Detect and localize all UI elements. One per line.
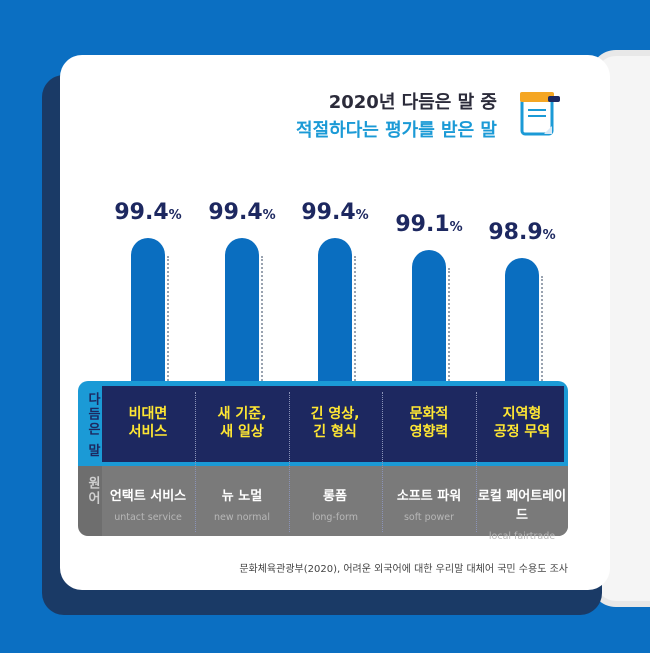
bar-2 — [225, 238, 259, 381]
original-term-english: new normal — [214, 512, 270, 523]
original-term-english: untact service — [114, 512, 182, 523]
original-term-5: 로컬 페어트레이드 local fairtrade — [476, 485, 568, 542]
bar-value-label-3: 99.4% — [290, 200, 380, 225]
refined-term-line2: 새 일상 — [220, 424, 264, 440]
original-term-korean: 로컬 페어트레이드 — [477, 489, 567, 523]
column-divider — [195, 392, 196, 532]
column-divider — [288, 392, 290, 532]
refined-term-2: 새 기준, 새 일상 — [196, 405, 288, 441]
original-term-4: 소프트 파워 soft power — [383, 485, 475, 523]
bar-value-unit: % — [449, 220, 463, 235]
bar-value-number: 99.4 — [301, 200, 356, 225]
row-label-original: 원어 — [85, 476, 100, 506]
bar-value-label-2: 99.4% — [197, 200, 287, 225]
refined-term-line1: 지역형 — [502, 406, 542, 422]
bar-value-unit: % — [262, 208, 276, 223]
bar-value-label-1: 99.4% — [103, 200, 193, 225]
refined-row — [102, 386, 564, 462]
chart-title-line1: 2020년 다듬은 말 중 — [328, 92, 497, 113]
bar-value-label-5: 98.9% — [477, 220, 567, 245]
original-term-1: 언택트 서비스 untact service — [102, 485, 194, 523]
bar-4 — [412, 250, 446, 381]
bar-value-unit: % — [168, 208, 182, 223]
bar-value-unit: % — [355, 208, 369, 223]
column-divider — [475, 392, 477, 532]
bar-value-number: 99.4 — [114, 200, 169, 225]
bar-value-unit: % — [542, 228, 556, 243]
original-term-korean: 롱폼 — [323, 489, 347, 504]
original-term-korean: 뉴 노멀 — [221, 489, 263, 504]
bar-shadow-1 — [167, 256, 171, 381]
original-term-2: 뉴 노멀 new normal — [196, 485, 288, 523]
original-term-korean: 소프트 파워 — [396, 489, 462, 504]
bar-3 — [318, 238, 352, 381]
bar-shadow-5 — [541, 276, 545, 381]
column-divider — [382, 392, 383, 532]
original-term-3: 롱폼 long-form — [289, 485, 381, 523]
bar-value-number: 99.1 — [395, 212, 450, 237]
bar-1 — [131, 238, 165, 381]
refined-term-line2: 서비스 — [128, 424, 168, 440]
row-label-refined: 다듬은 말 — [85, 392, 100, 459]
original-term-english: long-form — [311, 512, 359, 523]
bar-shadow-4 — [448, 268, 452, 381]
refined-term-line1: 비대면 — [128, 406, 168, 422]
refined-term-line1: 긴 영상, — [310, 406, 360, 422]
refined-term-line1: 문화적 — [409, 406, 449, 422]
original-term-english: soft power — [403, 512, 455, 523]
refined-term-line2: 영향력 — [409, 424, 449, 440]
original-row — [102, 466, 568, 536]
original-term-korean: 언택트 서비스 — [109, 489, 187, 504]
chart-title-line2: 적절하다는 평가를 받은 말 — [296, 120, 497, 141]
bar-value-number: 98.9 — [488, 220, 543, 245]
bar-5 — [505, 258, 539, 381]
bar-shadow-3 — [354, 256, 358, 381]
refined-term-3: 긴 영상, 긴 형식 — [289, 405, 381, 441]
bar-shadow-2 — [261, 256, 265, 381]
refined-term-line1: 새 기준, — [217, 406, 267, 422]
bar-value-label-4: 99.1% — [384, 212, 474, 237]
refined-term-line2: 공정 무역 — [493, 424, 551, 440]
refined-term-line2: 긴 형식 — [313, 424, 357, 440]
source-note: 문화체육관광부(2020), 어려운 외국어에 대한 우리말 대체어 국민 수용… — [239, 564, 568, 575]
note-icon — [520, 92, 560, 136]
bar-value-number: 99.4 — [208, 200, 263, 225]
original-term-english: local fairtrade — [488, 531, 556, 542]
